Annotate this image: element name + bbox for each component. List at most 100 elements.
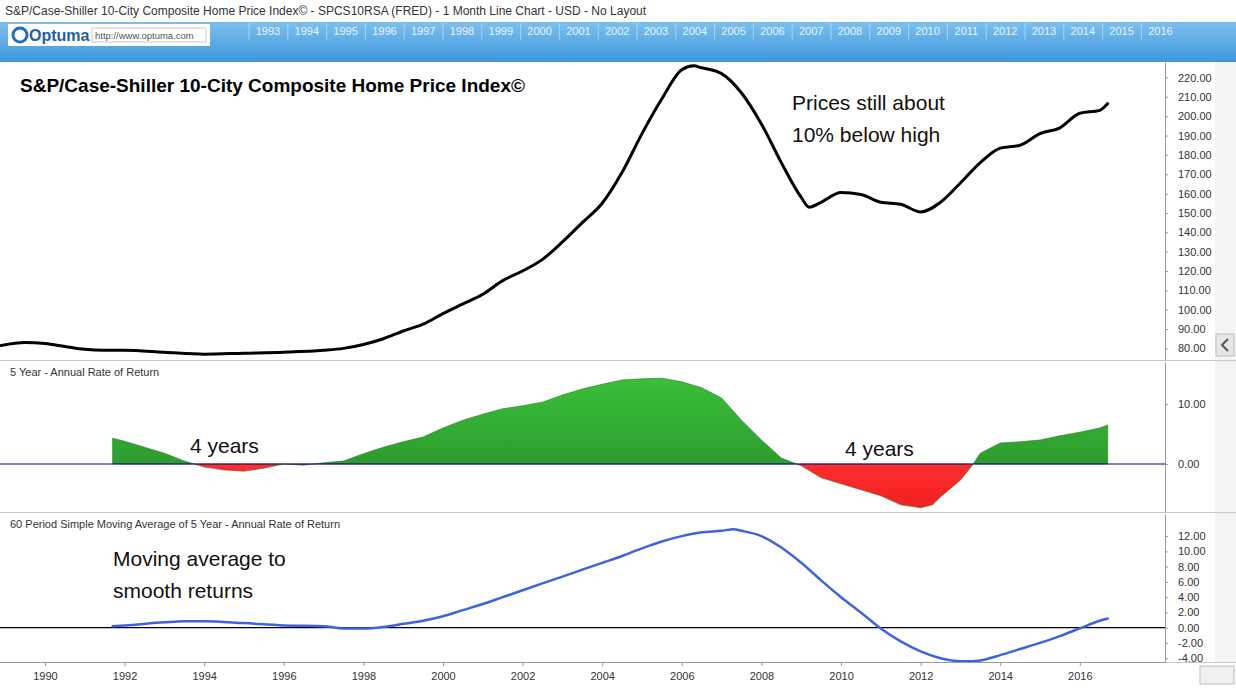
ruler-separator (1063, 23, 1064, 40)
y-tick-label: 140.00 (1178, 226, 1212, 238)
x-tick-label: 2012 (909, 670, 933, 682)
chart-svg: S&P/Case-Shiller 10-City Composite Home … (0, 0, 1236, 691)
ruler-separator (714, 23, 715, 40)
y-tick-mark (1165, 612, 1168, 613)
x-axis-line (1, 662, 1166, 663)
y-tick-label: 4.00 (1178, 591, 1199, 603)
x-tick-mark (682, 662, 683, 666)
y-tick: 90.00 (1165, 323, 1206, 335)
x-tick-label: 2000 (431, 670, 455, 682)
y-tick-label: 0.00 (1178, 622, 1199, 634)
x-tick-mark (443, 662, 444, 666)
y-tick: 2.00 (1165, 606, 1199, 618)
ruler-separator (559, 23, 560, 40)
area-positive (113, 378, 1108, 464)
collapse-button (1216, 334, 1234, 356)
y-tick-mark (1165, 194, 1168, 195)
y-axis: -4.00-2.000.002.004.006.008.0010.0012.00 (1165, 515, 1206, 665)
ruler-year: 2004 (683, 25, 707, 37)
panel: S&P/Case-Shiller 10-City Composite Home … (0, 62, 1236, 361)
ruler-year: 2011 (955, 25, 979, 37)
panel-background (0, 514, 1215, 662)
y-tick-mark (1165, 551, 1168, 552)
y-tick-label: 12.00 (1178, 530, 1206, 542)
y-tick-label: 180.00 (1178, 149, 1212, 161)
x-tick-label: 2008 (750, 670, 774, 682)
y-tick-label: 6.00 (1178, 576, 1199, 588)
x-tick-mark (523, 662, 524, 666)
y-tick: 4.00 (1165, 591, 1199, 603)
year-ruler: 1993199419951996199719981999200020012002… (249, 23, 1173, 40)
panel-separator (0, 662, 1236, 663)
y-tick-label: 220.00 (1178, 72, 1212, 84)
ruler-year: 2002 (605, 25, 629, 37)
x-tick: 1994 (192, 662, 216, 682)
logo-icon (13, 28, 27, 42)
ruler-year: 2005 (721, 25, 745, 37)
y-tick-mark (1165, 77, 1168, 78)
x-tick: 2004 (590, 662, 614, 682)
y-tick-mark (1165, 97, 1168, 98)
navigator-band (0, 22, 1236, 62)
ruler-year: 1994 (295, 25, 319, 37)
x-tick-label: 2006 (670, 670, 694, 682)
ruler-year: 2012 (993, 25, 1017, 37)
y-tick-label: -2.00 (1178, 637, 1203, 649)
x-tick: 1990 (33, 662, 57, 682)
ruler-separator (908, 23, 909, 40)
panel: 60 Period Simple Moving Average of 5 Yea… (0, 514, 1236, 682)
x-tick: 2014 (988, 662, 1012, 682)
x-tick-mark (125, 662, 126, 666)
y-tick: 200.00 (1165, 110, 1212, 122)
y-tick: 80.00 (1165, 342, 1206, 354)
side-strip (1215, 62, 1236, 662)
x-axis: 1990199219941996199820002002200420062008… (1, 662, 1166, 682)
plot-area (1, 66, 1107, 354)
y-tick-label: 0.00 (1178, 458, 1199, 470)
annotation: Moving average to (113, 547, 286, 570)
ruler-year: 2006 (760, 25, 784, 37)
y-tick-mark (1165, 643, 1168, 644)
plot-area (0, 529, 1165, 661)
y-tick-label: 170.00 (1178, 168, 1212, 180)
x-tick-mark (284, 662, 285, 666)
ruler-separator (753, 23, 754, 40)
zero-line (0, 627, 1165, 628)
y-tick-label: 160.00 (1178, 188, 1212, 200)
y-tick: 130.00 (1165, 246, 1212, 258)
panel-separator (0, 512, 1236, 513)
x-tick: 2006 (670, 662, 694, 682)
y-tick-mark (1165, 348, 1168, 349)
x-tick-label: 2002 (511, 670, 535, 682)
x-tick-label: 2004 (590, 670, 614, 682)
ruler-separator (637, 23, 638, 40)
logo-text: Optuma (29, 27, 90, 44)
y-tick-mark (1165, 136, 1168, 137)
y-tick-mark (1165, 582, 1168, 583)
window-title: S&P/Case-Shiller 10-City Composite Home … (5, 4, 647, 18)
ruler-year: 2010 (915, 25, 939, 37)
y-tick-mark (1165, 658, 1168, 659)
y-tick-mark (1165, 310, 1168, 311)
y-tick-mark (1165, 174, 1168, 175)
ruler-year: 1998 (450, 25, 474, 37)
y-tick: 0.00 (1165, 458, 1199, 470)
x-tick-label: 1996 (272, 670, 296, 682)
y-tick-label: 110.00 (1178, 284, 1211, 296)
annotation: 4 years (845, 437, 914, 460)
ruler-separator (1102, 23, 1103, 40)
y-tick-label: 10.00 (1178, 398, 1206, 410)
y-axis: 80.0090.00100.00110.00120.00130.00140.00… (1165, 63, 1212, 361)
url-box (92, 28, 206, 42)
panel-background (0, 62, 1215, 360)
y-tick: 10.00 (1165, 545, 1206, 557)
y-axis: 0.00 10.00 (1165, 363, 1206, 513)
y-tick: 12.00 (1165, 530, 1206, 542)
y-tick-mark (1165, 232, 1168, 233)
y-tick-mark (1165, 116, 1168, 117)
y-tick: -4.00 (1165, 652, 1203, 664)
ruler-separator (481, 23, 482, 40)
y-tick: 6.00 (1165, 576, 1199, 588)
ruler-separator (287, 23, 288, 40)
x-tick: 2016 (1068, 662, 1092, 682)
